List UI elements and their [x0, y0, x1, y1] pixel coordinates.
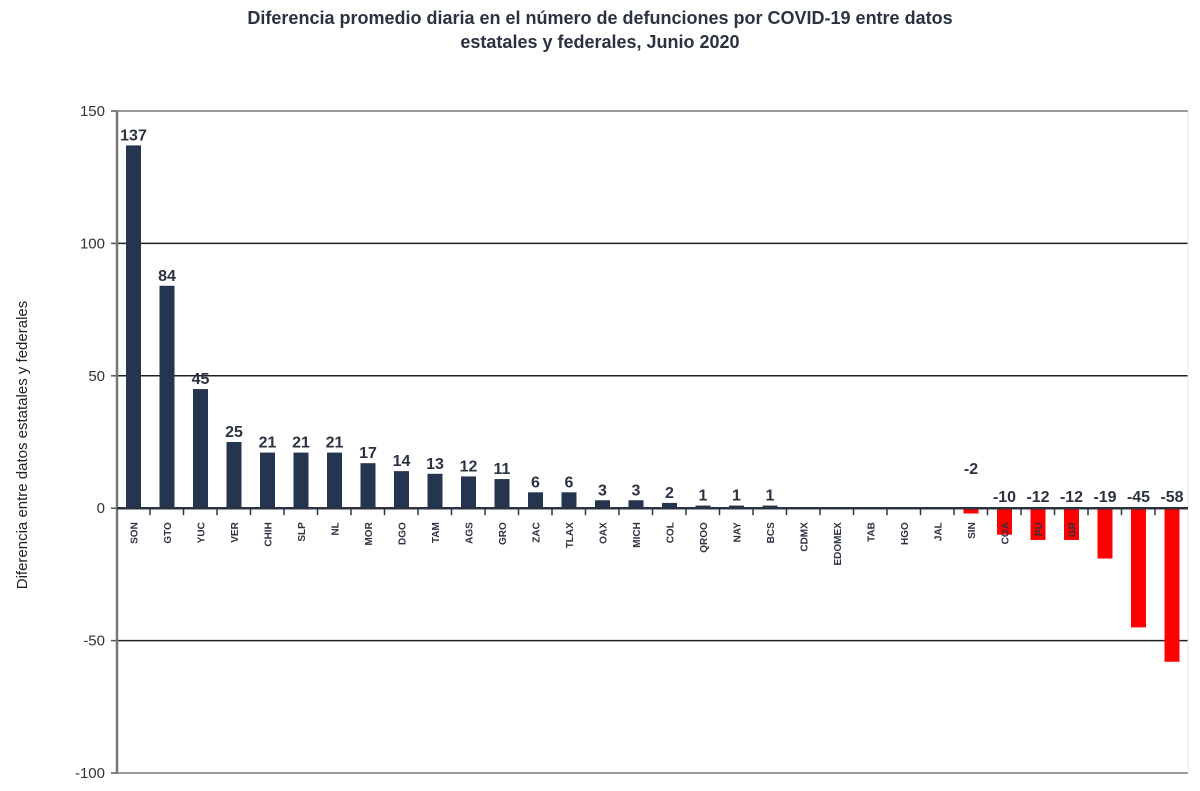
x-tick-label: MICH — [632, 522, 643, 548]
y-tick-label: 50 — [88, 368, 105, 385]
bar — [327, 452, 342, 509]
x-tick-label: QROO — [699, 522, 710, 553]
bar — [360, 463, 376, 509]
bar — [762, 505, 778, 509]
x-tick-label: AGS — [465, 522, 476, 544]
x-tick-label: GTO — [163, 522, 174, 544]
x-tick-label: COA — [1001, 522, 1012, 544]
bar — [628, 500, 644, 509]
x-tick-label: JAL — [934, 522, 945, 541]
bar — [126, 145, 141, 509]
y-axis: 150 100 50 0 -50 -100 — [75, 103, 1189, 782]
bar — [226, 442, 242, 509]
chart-title-line-1: Diferencia promedio diaria en el número … — [247, 8, 953, 28]
bar — [561, 492, 577, 509]
x-tick-label: PU — [1034, 522, 1045, 536]
x-tick-label: YUC — [197, 522, 208, 543]
bar — [1064, 508, 1079, 540]
x-tick-label: DGO — [398, 522, 409, 545]
bar — [695, 505, 711, 509]
data-label: 6 — [531, 474, 540, 491]
x-tick-label: EDOMEX — [833, 522, 844, 566]
x-tick-label: ZAC — [532, 522, 543, 543]
y-tick-label: -100 — [75, 765, 105, 782]
x-tick-label: TLAX — [565, 522, 576, 548]
chart-title-line-2: estatales y federales, Junio 2020 — [460, 32, 740, 52]
data-label: -10 — [993, 489, 1016, 506]
bar — [394, 471, 409, 509]
data-label: 21 — [292, 435, 310, 452]
x-tick-label: SON — [130, 522, 141, 544]
data-label: 14 — [393, 453, 411, 470]
x-tick-label: OAX — [599, 522, 610, 544]
y-axis-title: Diferencia entre datos estatales y feder… — [14, 301, 31, 590]
data-label: 25 — [225, 424, 243, 441]
x-tick-label: TAB — [867, 522, 878, 542]
data-label: 45 — [192, 371, 210, 388]
data-label: -12 — [1026, 489, 1049, 506]
x-tick-label: CHIH — [264, 522, 275, 546]
bar — [260, 452, 275, 509]
bar — [1097, 508, 1113, 559]
bar — [595, 500, 610, 509]
y-tick-label: -50 — [83, 633, 105, 650]
x-tick-label: SLP — [297, 522, 308, 542]
bar — [528, 492, 543, 509]
data-label: 84 — [158, 268, 176, 285]
bar — [461, 476, 476, 509]
bar — [997, 508, 1012, 535]
bar — [662, 502, 677, 509]
data-label: -12 — [1060, 489, 1083, 506]
data-label: 3 — [632, 482, 641, 499]
x-tick-label: GRO — [498, 522, 509, 545]
y-tick-label: 100 — [80, 235, 105, 252]
chart-title: Diferencia promedio diaria en el número … — [0, 6, 1200, 54]
x-tick-label: MOR — [364, 521, 375, 545]
bar — [159, 285, 175, 509]
data-label: 1 — [766, 488, 775, 505]
x-tick-label: GR — [1068, 521, 1079, 537]
x-tick-label: TAM — [431, 522, 442, 543]
data-label: -19 — [1093, 489, 1116, 506]
data-label: 21 — [259, 435, 277, 452]
data-label: 1 — [732, 488, 741, 505]
bar — [427, 473, 443, 509]
x-tick-label: BCS — [766, 522, 777, 543]
data-label: 13 — [426, 456, 444, 473]
x-axis: SON GTO YUC VER CHIH SLP NL MOR DGO TAM AGS GRO ZAC T… — [117, 506, 1188, 566]
data-label: -58 — [1160, 489, 1183, 506]
x-tick-label: CDMX — [800, 522, 811, 552]
bar — [193, 389, 208, 509]
data-label: 137 — [120, 127, 147, 144]
bar — [1030, 508, 1046, 540]
x-tick-label: VER — [230, 521, 241, 542]
data-label: -45 — [1127, 489, 1150, 506]
data-label: 17 — [359, 445, 377, 462]
data-label: 11 — [494, 461, 511, 478]
bar — [1131, 508, 1146, 628]
bar — [963, 508, 979, 514]
data-label: 1 — [699, 488, 708, 505]
x-tick-label: NL — [331, 522, 342, 535]
data-label: 2 — [665, 485, 674, 502]
x-tick-label: COL — [666, 522, 677, 543]
x-tick-label: HGO — [900, 522, 911, 545]
x-tick-label: NAY — [733, 522, 744, 543]
data-label: 3 — [598, 482, 607, 499]
gridlines — [117, 110, 1188, 774]
x-tick-label: SIN — [967, 522, 978, 539]
data-label: 12 — [460, 458, 478, 475]
bar — [1164, 508, 1180, 662]
data-label: 21 — [326, 435, 344, 452]
bar — [494, 479, 510, 509]
y-tick-label: 150 — [80, 103, 105, 120]
bar — [729, 505, 744, 509]
data-label: 6 — [565, 474, 574, 491]
y-tick-label: 0 — [97, 500, 105, 517]
data-label: -2 — [964, 461, 978, 478]
bar — [293, 452, 309, 509]
